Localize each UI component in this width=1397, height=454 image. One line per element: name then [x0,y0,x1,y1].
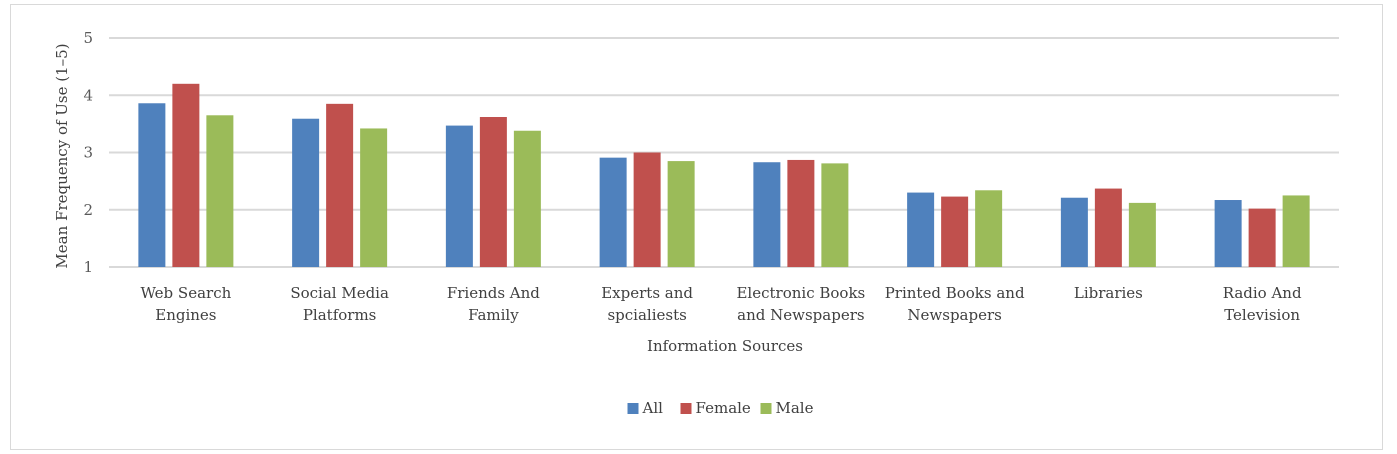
bar-chart: 1 2 3 4 5 Web Search Engines Social Media Platf… [53,29,1339,417]
x-category-label-line: Engines [155,306,216,324]
x-category-label-line: Radio And [1223,284,1302,302]
x-category-label: Social Media Platforms [290,284,389,324]
x-category-label: Friends And Family [447,284,540,324]
bar-all [1214,200,1242,267]
x-category-label: Libraries [1074,284,1143,302]
x-category-label-line: Newspapers [907,306,1001,324]
x-category-label: Radio And Television [1223,284,1302,324]
x-category-label-line: Printed Books and [885,284,1025,302]
x-axis-categories: Web Search Engines Social Media Platforms Fr… [140,284,1301,324]
x-category-label-line: Friends And [447,284,540,302]
y-tick-label: 5 [83,29,93,47]
legend-label: All [642,399,664,417]
x-category-label-line: Platforms [303,306,377,324]
x-category-label-line: and Newspapers [737,306,864,324]
bar-female [787,159,815,267]
x-category-label-line: Experts and [601,284,693,302]
bar-female [941,196,969,267]
x-category-label-line: Libraries [1074,284,1143,302]
bar-all [138,103,166,267]
bars [138,83,1310,268]
x-category-label: Experts and spcialiests [601,284,693,324]
bar-female [479,117,507,267]
bar-male [360,128,388,267]
y-axis-ticks: 1 2 3 4 5 [83,29,93,276]
bar-male [975,190,1003,267]
x-category-label-line: spcialiests [607,306,686,324]
legend-swatch [627,403,639,414]
x-category-label: Electronic Books and Newspapers [736,284,865,324]
legend-swatch [760,403,772,414]
x-category-label: Printed Books and Newspapers [885,284,1025,324]
y-axis-title: Mean Frequency of Use (1–5) [53,43,71,268]
bar-male [513,130,541,267]
x-category-label-line: Electronic Books [736,284,865,302]
x-category-label: Web Search Engines [140,284,231,324]
bar-female [1094,188,1122,267]
y-tick-label: 3 [83,144,93,162]
bar-all [445,125,473,267]
bar-male [1128,202,1156,267]
x-category-label-line: Social Media [290,284,389,302]
legend-swatch [680,403,692,414]
bar-all [907,192,935,267]
bar-female [633,152,661,267]
bar-male [821,163,849,267]
legend: All Female Male [627,399,814,417]
legend-label: Male [776,399,814,417]
bar-male [1282,195,1310,267]
bar-all [1060,197,1088,267]
y-tick-label: 2 [83,201,93,219]
x-category-label-line: Web Search [140,284,231,302]
x-category-label-line: Television [1224,306,1300,324]
bar-all [292,118,320,267]
bar-female [1248,208,1276,267]
bar-male [206,115,234,267]
bar-male [667,161,695,267]
x-category-label-line: Family [468,306,519,324]
bar-female [326,103,354,268]
bar-all [753,162,781,267]
chart-frame: 1 2 3 4 5 Web Search Engines Social Media Platf… [10,4,1383,450]
bar-female [172,83,200,267]
bar-all [599,157,627,267]
legend-label: Female [696,399,751,417]
y-tick-label: 1 [83,258,93,276]
y-tick-label: 4 [83,86,93,104]
x-axis-title: Information Sources [647,337,803,355]
